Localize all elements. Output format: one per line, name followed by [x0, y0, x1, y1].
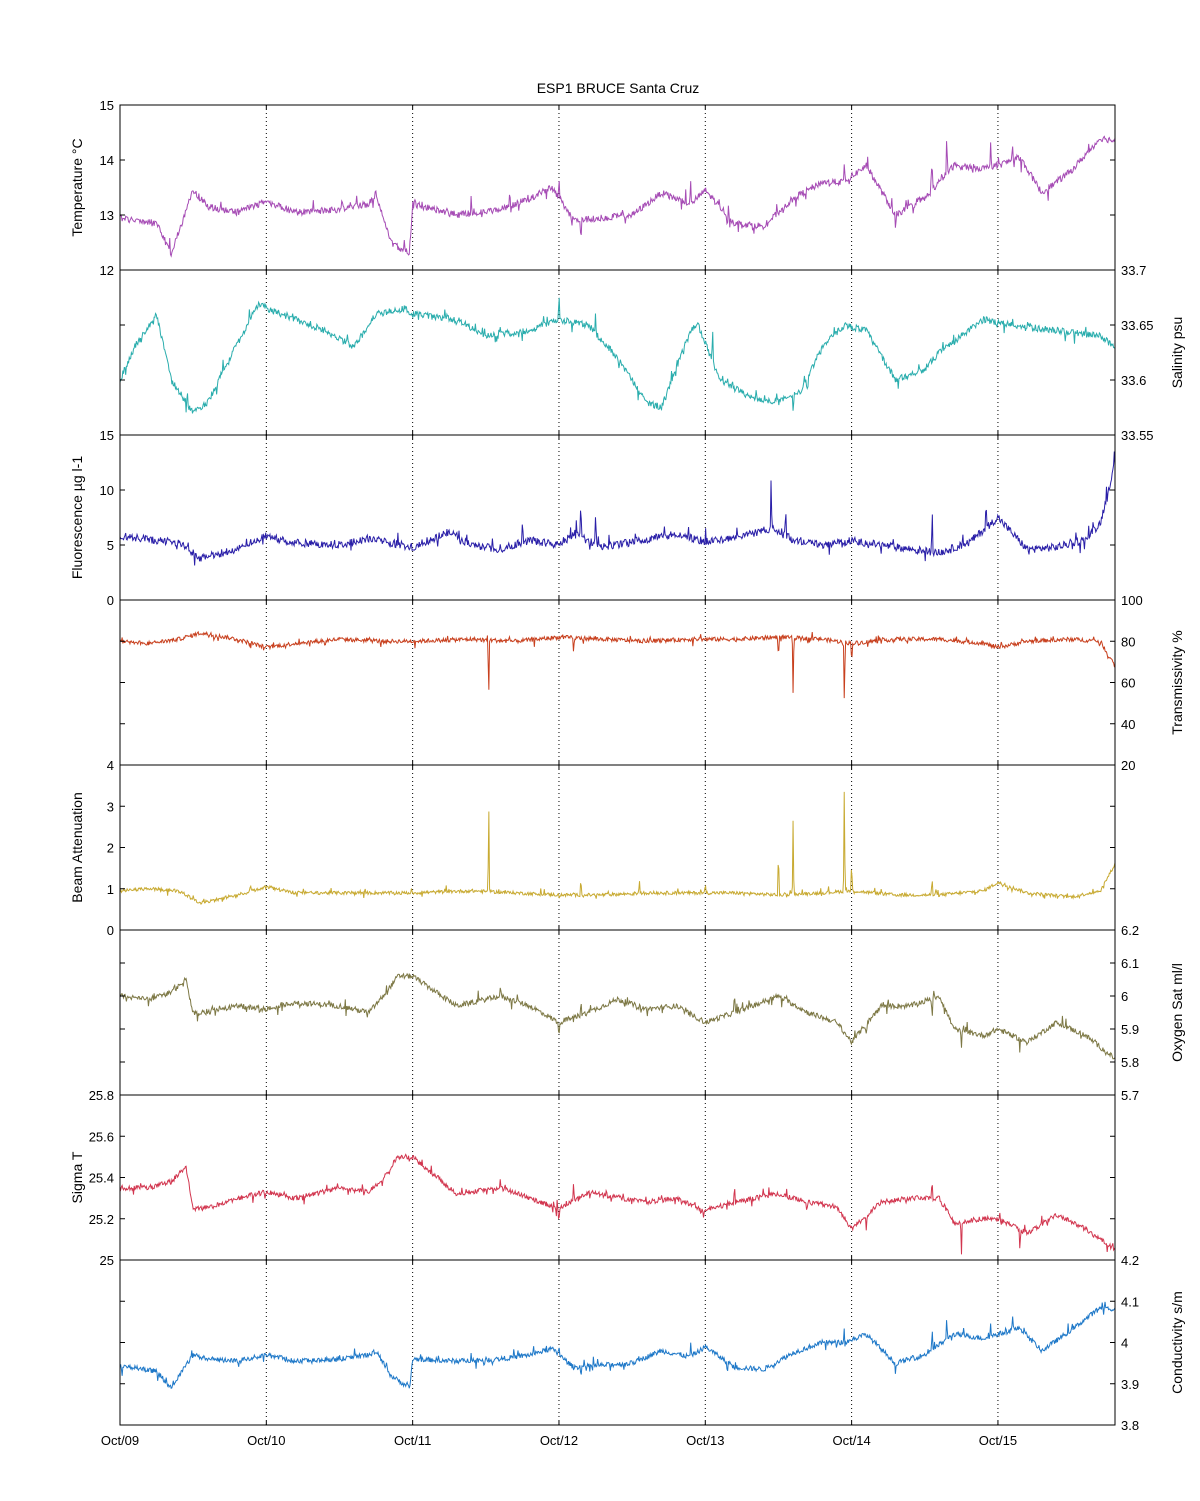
ytick-label-oxygen_sat-1: 5.8	[1121, 1055, 1139, 1070]
ytick-label-temperature-0: 12	[100, 263, 114, 278]
series-line-salinity	[120, 297, 1115, 414]
ylabel-temperature: Temperature °C	[69, 138, 85, 236]
xtick-label-1: Oct/10	[247, 1433, 285, 1448]
xtick-label-0: Oct/09	[101, 1433, 139, 1448]
ytick-label-salinity-3: 33.7	[1121, 263, 1146, 278]
ytick-label-oxygen_sat-4: 6.1	[1121, 956, 1139, 971]
ytick-label-fluorescence-0: 0	[107, 593, 114, 608]
series-line-sigma_t	[120, 1153, 1115, 1255]
ytick-label-oxygen_sat-3: 6	[1121, 989, 1128, 1004]
ytick-label-beam_attenuation-1: 1	[107, 882, 114, 897]
ytick-label-transmissivity-1: 40	[1121, 717, 1135, 732]
series-line-beam_attenuation	[120, 791, 1115, 905]
ytick-label-sigma_t-2: 25.4	[89, 1171, 114, 1186]
chart-title: ESP1 BRUCE Santa Cruz	[537, 80, 700, 96]
ytick-label-temperature-1: 13	[100, 208, 114, 223]
xtick-label-6: Oct/15	[979, 1433, 1017, 1448]
ytick-label-sigma_t-1: 25.2	[89, 1212, 114, 1227]
series-line-fluorescence	[120, 451, 1115, 566]
ytick-label-sigma_t-0: 25	[100, 1253, 114, 1268]
ytick-label-beam_attenuation-2: 2	[107, 841, 114, 856]
xtick-label-2: Oct/11	[394, 1433, 431, 1448]
ylabel-salinity: Salinity psu	[1169, 317, 1185, 389]
ytick-label-fluorescence-2: 10	[100, 483, 114, 498]
ytick-label-beam_attenuation-4: 4	[107, 758, 114, 773]
ytick-label-salinity-2: 33.65	[1121, 318, 1154, 333]
ylabel-sigma_t: Sigma T	[69, 1151, 85, 1203]
ytick-label-oxygen_sat-0: 5.7	[1121, 1088, 1139, 1103]
ytick-label-transmissivity-4: 100	[1121, 593, 1143, 608]
ytick-label-temperature-2: 14	[100, 153, 114, 168]
panel-conductivity: 3.8 3.9 4 4.1 4.2 Conductivity s/m	[119, 1253, 1185, 1433]
ytick-label-salinity-1: 33.6	[1121, 373, 1146, 388]
ylabel-fluorescence: Fluorescence µg l-1	[69, 456, 85, 579]
ytick-label-beam_attenuation-3: 3	[107, 799, 114, 814]
ytick-label-transmissivity-0: 20	[1121, 758, 1135, 773]
ylabel-conductivity: Conductivity s/m	[1169, 1291, 1185, 1394]
ytick-label-transmissivity-3: 80	[1121, 634, 1135, 649]
ytick-label-temperature-3: 15	[100, 98, 114, 113]
x-axis: Oct/09 Oct/10 Oct/11 Oct/12 Oct/13 Oct/14 Oct/…	[101, 1433, 1017, 1448]
xtick-label-3: Oct/12	[540, 1433, 578, 1448]
ytick-label-oxygen_sat-2: 5.9	[1121, 1022, 1139, 1037]
ytick-label-conductivity-4: 4.2	[1121, 1253, 1139, 1268]
ytick-label-salinity-0: 33.55	[1121, 428, 1154, 443]
series-line-oxygen_sat	[120, 972, 1115, 1060]
ytick-label-conductivity-1: 3.9	[1121, 1377, 1139, 1392]
xtick-label-5: Oct/14	[832, 1433, 870, 1448]
series-line-transmissivity	[120, 630, 1115, 699]
ylabel-transmissivity: Transmissivity %	[1169, 630, 1185, 735]
ytick-label-sigma_t-4: 25.8	[89, 1088, 114, 1103]
ytick-label-fluorescence-3: 15	[100, 428, 114, 443]
ytick-label-conductivity-3: 4.1	[1121, 1294, 1139, 1309]
panel-oxygen_sat: 5.7 5.8 5.9 6 6.1 6.2 Oxygen Sat ml/l	[119, 923, 1185, 1103]
ytick-label-beam_attenuation-0: 0	[107, 923, 114, 938]
ylabel-oxygen_sat: Oxygen Sat ml/l	[1169, 963, 1185, 1062]
ylabel-beam_attenuation: Beam Attenuation	[69, 792, 85, 903]
panel-fluorescence: 0 5 10 15 Fluorescence µg l-1	[69, 428, 1116, 608]
ytick-label-sigma_t-3: 25.6	[89, 1129, 114, 1144]
ytick-label-fluorescence-1: 5	[107, 538, 114, 553]
series-line-temperature	[120, 135, 1115, 258]
ytick-label-transmissivity-2: 60	[1121, 676, 1135, 691]
series-line-conductivity	[120, 1301, 1115, 1389]
xtick-label-4: Oct/13	[686, 1433, 724, 1448]
ytick-label-oxygen_sat-5: 6.2	[1121, 923, 1139, 938]
ytick-label-conductivity-0: 3.8	[1121, 1418, 1139, 1433]
ytick-label-conductivity-2: 4	[1121, 1336, 1128, 1351]
